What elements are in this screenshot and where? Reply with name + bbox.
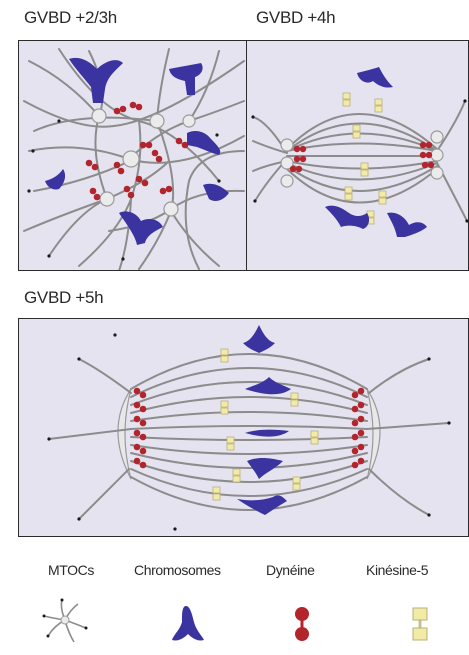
kinesin-legend-icon [412, 607, 428, 641]
chromosome-legend-icon [172, 606, 204, 641]
legend-label-chromosomes: Chromosomes [134, 562, 221, 578]
diagram-gvbd-2-3h [23, 48, 245, 270]
dynein-legend-icon [295, 607, 309, 641]
panel-gvbd-5h [18, 318, 469, 537]
panel-title-gvbd-2-3h: GVBD +2/3h [24, 8, 117, 27]
mtoc-legend-icon [42, 598, 88, 643]
panel-title-gvbd-4h: GVBD +4h [256, 8, 336, 27]
legend-label-dynein: Dynéine [266, 562, 315, 578]
diagram-gvbd-5h [47, 325, 451, 531]
panel-gvbd-2-3h [18, 40, 247, 271]
legend-label-mtocs: MTOCs [48, 562, 94, 578]
diagram-gvbd-4h [251, 67, 468, 237]
panel-gvbd-4h [246, 40, 469, 271]
legend-label-kinesin: Kinésine-5 [366, 562, 429, 578]
panel-title-gvbd-5h: GVBD +5h [24, 288, 104, 307]
